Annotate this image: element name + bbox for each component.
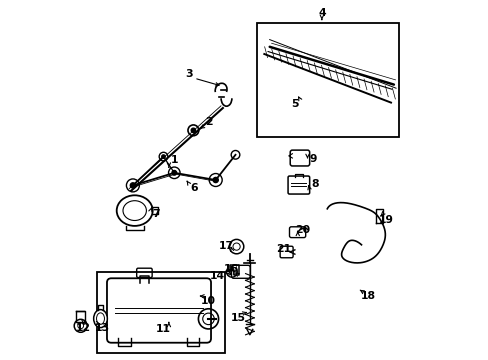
Text: 18: 18 bbox=[360, 291, 375, 301]
Text: 21: 21 bbox=[276, 244, 291, 254]
Ellipse shape bbox=[117, 195, 152, 226]
FancyBboxPatch shape bbox=[287, 176, 309, 194]
Text: 17: 17 bbox=[219, 241, 234, 251]
FancyBboxPatch shape bbox=[280, 246, 292, 258]
Text: 7: 7 bbox=[152, 209, 160, 219]
Text: 3: 3 bbox=[184, 69, 192, 79]
FancyBboxPatch shape bbox=[289, 150, 309, 166]
Text: 13: 13 bbox=[95, 323, 110, 333]
Circle shape bbox=[213, 177, 218, 183]
Text: 14: 14 bbox=[209, 271, 224, 282]
FancyBboxPatch shape bbox=[231, 265, 250, 278]
Text: 12: 12 bbox=[76, 323, 91, 333]
Text: 4: 4 bbox=[317, 8, 325, 18]
Text: 10: 10 bbox=[201, 296, 216, 306]
Bar bbox=[257, 23, 399, 137]
Ellipse shape bbox=[94, 310, 107, 328]
FancyBboxPatch shape bbox=[289, 227, 305, 238]
Text: 16: 16 bbox=[223, 264, 238, 274]
Text: 15: 15 bbox=[230, 312, 245, 323]
Text: 20: 20 bbox=[295, 225, 310, 235]
Circle shape bbox=[172, 171, 176, 175]
Circle shape bbox=[191, 128, 195, 132]
Text: 1: 1 bbox=[170, 155, 178, 165]
Text: 5: 5 bbox=[290, 99, 298, 109]
Text: 9: 9 bbox=[308, 154, 316, 164]
Text: 8: 8 bbox=[310, 179, 318, 189]
Text: 19: 19 bbox=[378, 215, 393, 225]
Text: 2: 2 bbox=[204, 117, 212, 127]
Bar bbox=[97, 272, 224, 353]
Circle shape bbox=[162, 155, 165, 158]
Circle shape bbox=[130, 183, 135, 188]
Text: 11: 11 bbox=[156, 324, 171, 334]
Text: 6: 6 bbox=[190, 183, 198, 193]
